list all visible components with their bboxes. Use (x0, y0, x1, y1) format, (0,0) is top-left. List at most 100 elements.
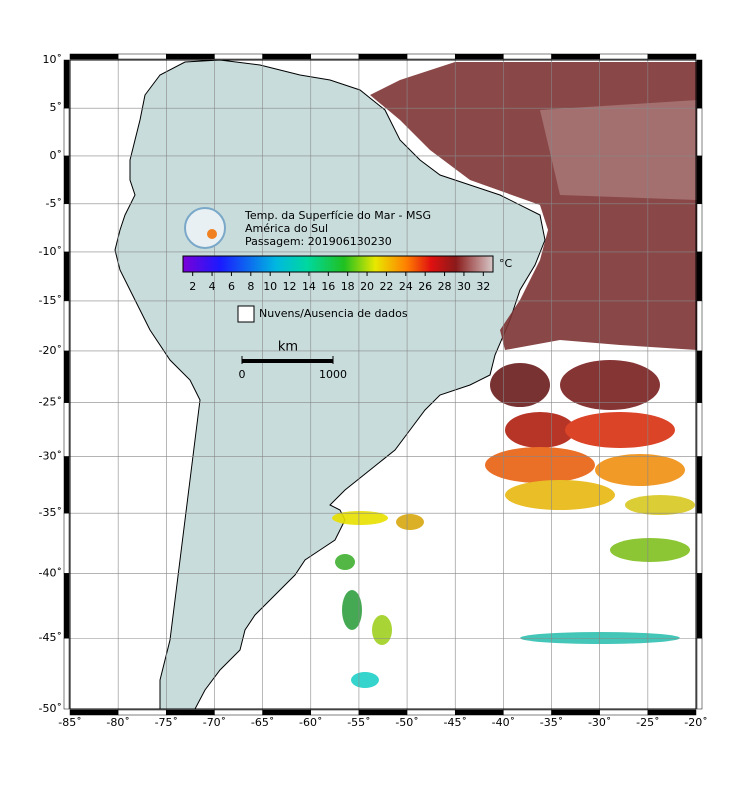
x-tick-label: -55˚ (347, 716, 370, 729)
frame-segment (696, 456, 703, 514)
y-tick-label: -5˚ (46, 197, 62, 210)
frame-segment (63, 637, 70, 710)
x-tick-label: -80˚ (106, 716, 129, 729)
y-tick-label: -15˚ (39, 294, 62, 307)
frame-segment (696, 350, 703, 403)
frame-segment (551, 53, 600, 60)
frame-segment (310, 709, 360, 716)
frame-segment (117, 53, 167, 60)
frame-segment (63, 300, 70, 352)
x-tick-label: -50˚ (395, 716, 418, 729)
frame-segment (63, 573, 70, 639)
frame-segment (696, 107, 703, 157)
frame-segment (63, 59, 70, 109)
frame-segment (63, 350, 70, 403)
frame-segment (63, 512, 70, 574)
y-tick-label: -25˚ (39, 396, 62, 409)
colorbar-tick-label: 32 (476, 280, 490, 293)
frame-segment (454, 709, 504, 716)
map-body (69, 59, 697, 710)
frame-segment (166, 709, 215, 716)
frame-segment (63, 402, 70, 457)
frame-segment (696, 637, 703, 710)
title-line: América do Sul (245, 222, 328, 235)
frame-segment (696, 203, 703, 253)
x-tick-label: -65˚ (251, 716, 274, 729)
y-tick-label: -50˚ (39, 702, 62, 715)
frame-segment (647, 709, 697, 716)
y-tick-label: 0˚ (50, 149, 63, 162)
colorbar-tick-label: 12 (283, 280, 297, 293)
frame-segment (551, 709, 600, 716)
logo (184, 207, 226, 249)
legend-label: Nuvens/Ausencia de dados (259, 307, 408, 320)
x-tick-label: -25˚ (636, 716, 659, 729)
scale-bar (242, 359, 333, 363)
frame-segment (63, 251, 70, 302)
legend-box: Temp. da Superfície do Mar - MSG América… (184, 207, 513, 355)
frame-segment (696, 573, 703, 639)
frame-segment (406, 53, 456, 60)
frame-segment (117, 709, 167, 716)
frame (69, 59, 697, 710)
scale-unit: km (278, 340, 298, 355)
colorbar-tick-label: 18 (341, 280, 355, 293)
frame-segment (63, 203, 70, 253)
colorbar-tick-label: 26 (418, 280, 432, 293)
y-tick-label: -10˚ (39, 245, 62, 258)
colorbar-tick-label: 4 (209, 280, 216, 293)
frame-segment (503, 53, 552, 60)
colorbar-tick-label: 6 (228, 280, 235, 293)
x-tick-label: -20˚ (684, 716, 707, 729)
y-tick-label: -40˚ (39, 566, 62, 579)
frame-segment (214, 709, 263, 716)
x-tick-label: -75˚ (155, 716, 178, 729)
x-tick-label: -70˚ (203, 716, 226, 729)
frame-segment (69, 709, 119, 716)
colorbar-tick-label: 14 (302, 280, 316, 293)
frame-segment (358, 709, 408, 716)
x-tick-label: -60˚ (299, 716, 322, 729)
frame-segment (63, 107, 70, 157)
x-tick-label: -45˚ (443, 716, 466, 729)
y-tick-label: -20˚ (39, 344, 62, 357)
frame-segment (63, 456, 70, 514)
frame-segment (696, 300, 703, 352)
colorbar-tick-label: 16 (321, 280, 335, 293)
frame-segment (262, 709, 312, 716)
frame-segment (647, 53, 697, 60)
y-tick-label: -45˚ (39, 631, 62, 644)
sst-patches (332, 62, 697, 688)
colorbar-unit: °C (499, 257, 513, 270)
colorbar (182, 255, 494, 273)
frame-segment (454, 53, 504, 60)
colorbar-tick-label: 20 (360, 280, 374, 293)
colorbar-tick-label: 2 (189, 280, 196, 293)
x-tick-label: -30˚ (588, 716, 611, 729)
logo-dot (207, 229, 217, 239)
colorbar-tick-label: 24 (399, 280, 413, 293)
colorbar-tick-label: 22 (379, 280, 393, 293)
colorbar-tick-label: 10 (263, 280, 277, 293)
frame-segment (310, 53, 360, 60)
y-tick-label: -30˚ (39, 450, 62, 463)
title-line: Temp. da Superfície do Mar - MSG (244, 209, 431, 222)
colorbar-tick-label: 28 (438, 280, 452, 293)
x-tick-label: -35˚ (540, 716, 563, 729)
scale-label: 1000 (319, 368, 347, 381)
colorbar-tick-label: 8 (247, 280, 254, 293)
legend-swatch (237, 305, 255, 323)
scale-label: 0 (239, 368, 246, 381)
frame-segment (406, 709, 456, 716)
y-tick-label: -35˚ (39, 506, 62, 519)
y-tick-label: 5˚ (50, 101, 63, 114)
frame-segment (503, 709, 552, 716)
x-tick-label: -85˚ (58, 716, 81, 729)
frame-segment (599, 53, 649, 60)
frame-segment (63, 155, 70, 205)
frame-segment (599, 709, 649, 716)
colorbar-tick-label: 30 (457, 280, 471, 293)
frame-segment (696, 251, 703, 302)
frame-segment (358, 53, 408, 60)
